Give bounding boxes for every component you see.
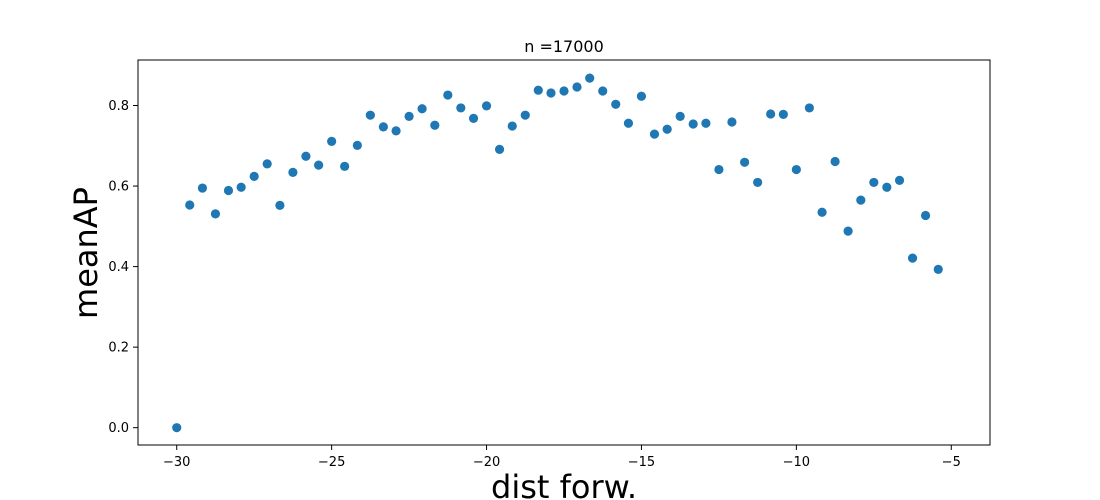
- data-point: [843, 226, 853, 236]
- data-point: [391, 126, 401, 136]
- data-point: [352, 140, 362, 150]
- data-point: [662, 124, 672, 134]
- data-point: [804, 103, 814, 113]
- data-point: [882, 182, 892, 192]
- plot-area: [137, 59, 991, 446]
- data-point: [894, 175, 905, 186]
- data-point: [301, 151, 311, 161]
- data-point: [275, 200, 285, 210]
- data-point: [456, 103, 466, 113]
- data-point: [533, 85, 543, 95]
- y-axis-label: meanAP: [67, 187, 105, 319]
- data-point: [288, 167, 298, 177]
- data-point: [327, 136, 337, 146]
- data-point: [611, 99, 621, 109]
- data-point: [856, 195, 866, 205]
- x-axis-label: dist forw.: [491, 468, 637, 500]
- data-point: [688, 119, 698, 129]
- data-point: [197, 183, 208, 193]
- y-tick-label: 0.0: [108, 421, 129, 436]
- data-point: [778, 109, 788, 119]
- y-tick-label: 0.8: [108, 99, 129, 114]
- x-tick-label: −10: [783, 455, 810, 470]
- data-point: [507, 121, 517, 131]
- data-point: [907, 253, 918, 263]
- data-point: [727, 117, 737, 127]
- data-point: [417, 104, 427, 114]
- data-points: [172, 73, 943, 433]
- data-point: [920, 210, 931, 221]
- data-point: [314, 160, 324, 170]
- x-tick-label: −30: [163, 455, 190, 470]
- data-point: [585, 73, 595, 83]
- data-point: [753, 177, 763, 188]
- data-point: [210, 209, 221, 219]
- data-point: [494, 144, 505, 154]
- data-point: [714, 164, 724, 175]
- data-point: [520, 110, 530, 120]
- data-point: [869, 177, 879, 188]
- data-point: [378, 122, 388, 132]
- data-point: [740, 157, 750, 167]
- data-point: [830, 156, 840, 167]
- data-point: [481, 101, 492, 111]
- data-point: [262, 159, 272, 169]
- x-tick-label: −5: [942, 455, 961, 470]
- data-point: [404, 111, 414, 121]
- data-point: [468, 113, 479, 123]
- x-axis-ticks: −30 −25 −20 −15 −10 −5: [163, 445, 961, 470]
- y-tick-label: 0.2: [108, 341, 129, 356]
- data-point: [223, 185, 234, 196]
- y-axis-ticks: 0.0 0.2 0.4 0.6 0.8: [108, 99, 138, 436]
- chart-title: n =17000: [524, 37, 604, 56]
- data-point: [559, 86, 569, 96]
- data-point: [636, 91, 647, 101]
- data-point: [701, 118, 711, 128]
- x-tick-label: −20: [473, 455, 500, 470]
- data-point: [817, 207, 827, 217]
- data-point: [623, 118, 634, 128]
- data-point: [365, 110, 375, 120]
- data-point: [766, 109, 776, 119]
- data-point: [430, 120, 440, 130]
- y-tick-label: 0.4: [108, 260, 129, 275]
- data-point: [340, 161, 350, 171]
- data-point: [572, 82, 582, 92]
- data-point: [185, 200, 195, 210]
- data-point: [236, 182, 246, 192]
- x-tick-label: −15: [628, 455, 655, 470]
- data-point: [649, 129, 660, 139]
- data-point: [172, 423, 182, 433]
- y-tick-label: 0.6: [108, 180, 129, 195]
- data-point: [791, 164, 801, 175]
- data-point: [443, 90, 453, 100]
- data-point: [933, 264, 943, 275]
- x-tick-label: −25: [318, 455, 345, 470]
- data-point: [598, 86, 608, 96]
- data-point: [675, 111, 685, 121]
- data-point: [546, 88, 556, 98]
- data-point: [249, 171, 259, 181]
